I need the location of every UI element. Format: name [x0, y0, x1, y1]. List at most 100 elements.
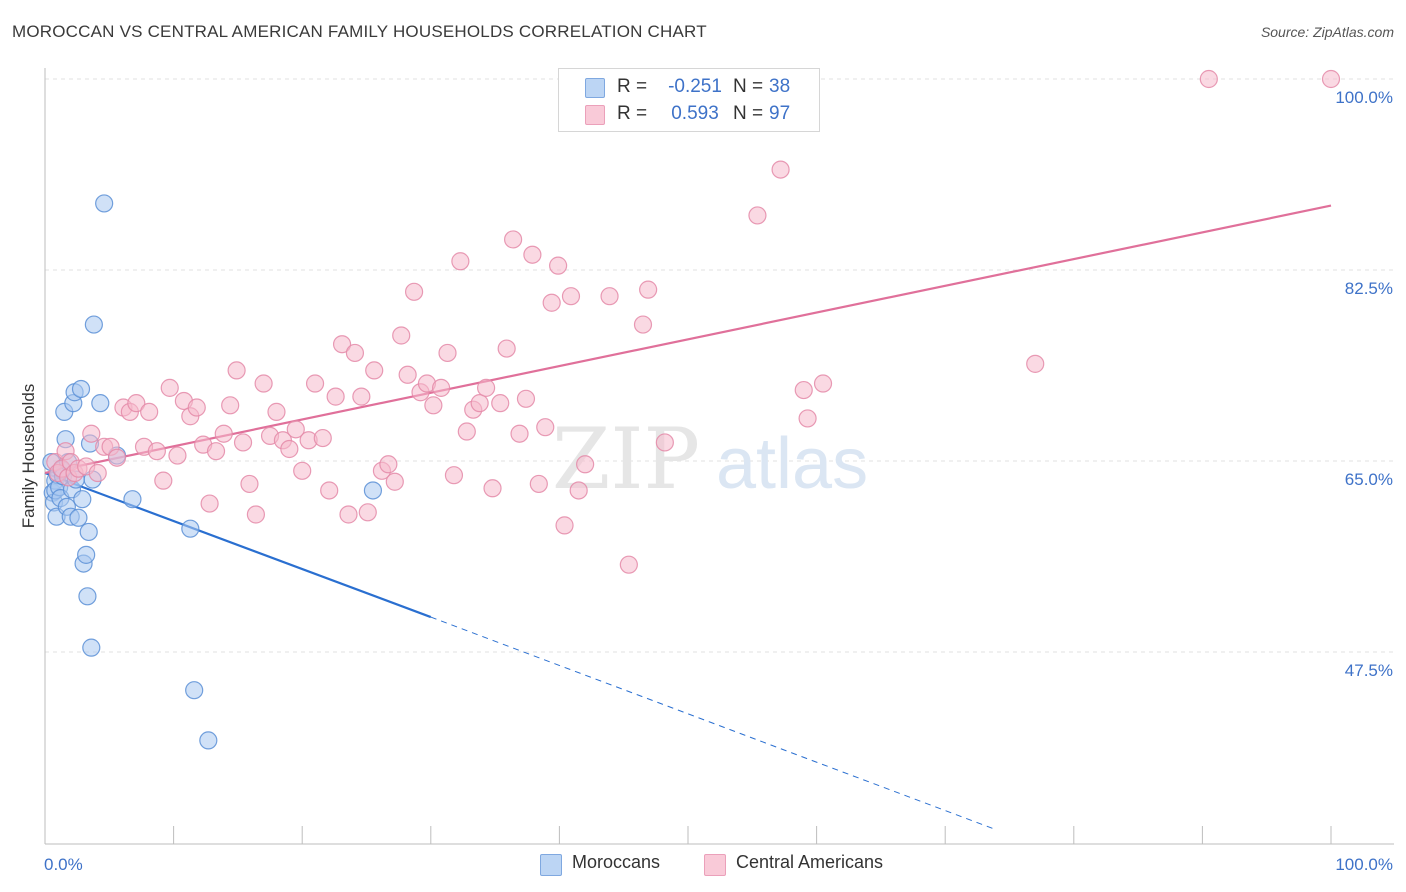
- x-tick-label: 0.0%: [44, 855, 83, 874]
- central-american-point: [555, 516, 574, 535]
- central-american-point: [127, 394, 146, 413]
- central-american-point: [352, 387, 371, 406]
- data-points: [42, 69, 1341, 750]
- central-american-point: [233, 433, 253, 452]
- central-american-point: [470, 394, 489, 413]
- moroccan-point: [77, 545, 96, 564]
- watermark: ZIP atlas: [552, 410, 868, 508]
- moroccan-point: [71, 379, 91, 399]
- central-american-point: [365, 361, 384, 380]
- central-american-point: [523, 245, 542, 264]
- central-american-point: [88, 463, 107, 483]
- central-american-point: [497, 339, 516, 358]
- moroccan-trend-extension: [430, 616, 997, 831]
- watermark-atlas: atlas: [716, 424, 868, 504]
- moroccan-point: [91, 394, 110, 413]
- moroccans-legend-label: Moroccans: [572, 852, 661, 872]
- central-american-point: [639, 280, 658, 299]
- moroccan-point: [73, 490, 92, 509]
- moroccans-swatch: [585, 78, 605, 98]
- central-american-point: [510, 424, 529, 443]
- central-american-point: [305, 374, 325, 393]
- n-value: 38: [769, 76, 791, 97]
- x-tick-label: 100.0%: [1335, 855, 1393, 874]
- central-american-point: [529, 474, 548, 494]
- moroccan-trend-line: [44, 471, 432, 619]
- moroccan-point: [69, 508, 88, 527]
- central-american-point: [431, 378, 451, 397]
- central-american-point: [221, 396, 240, 415]
- central-american-point: [140, 402, 159, 421]
- r-value: 0.593: [671, 103, 719, 124]
- central-american-point: [794, 380, 813, 400]
- central-american-point: [655, 433, 674, 452]
- central-american-point: [254, 374, 273, 393]
- n-label: N =: [733, 76, 764, 97]
- central-american-point: [1199, 69, 1218, 89]
- central-american-point: [798, 409, 817, 428]
- central-american-point: [536, 418, 555, 437]
- central-american-point: [476, 378, 496, 397]
- central-american-point: [504, 230, 523, 249]
- central-american-point: [293, 461, 312, 480]
- central-american-point: [451, 252, 470, 271]
- central-american-point: [313, 428, 332, 448]
- n-label: N =: [733, 103, 764, 124]
- central-american-point: [600, 287, 619, 306]
- moroccan-point: [78, 587, 97, 606]
- moroccan-point: [123, 490, 142, 509]
- central-american-point: [214, 424, 233, 443]
- moroccan-point: [199, 731, 218, 750]
- gridlines: [45, 78, 1394, 653]
- central-american-point: [491, 394, 510, 413]
- central-american-point: [633, 315, 653, 334]
- central-americans-legend-label: Central Americans: [736, 852, 884, 872]
- y-axis-label: Family Households: [19, 384, 38, 529]
- central-american-point: [154, 471, 173, 490]
- chart-title: MOROCCAN VS CENTRAL AMERICAN FAMILY HOUS…: [12, 22, 707, 41]
- moroccan-point: [363, 481, 383, 500]
- central-american-point: [576, 455, 595, 474]
- central-american-point: [1321, 69, 1341, 89]
- central-american-point: [286, 420, 305, 439]
- central-american-point: [379, 455, 398, 474]
- moroccan-point: [82, 638, 101, 657]
- moroccans-legend-swatch: [540, 854, 562, 876]
- central-american-point: [619, 555, 638, 574]
- y-tick-label: 82.5%: [1345, 279, 1393, 298]
- central-american-point: [82, 424, 101, 443]
- central-american-point: [444, 466, 464, 485]
- central-american-point: [404, 282, 424, 301]
- central-american-point: [345, 343, 365, 363]
- central-american-point: [267, 402, 286, 421]
- moroccan-point: [84, 315, 103, 334]
- central-american-point: [771, 160, 790, 179]
- y-tick-label: 47.5%: [1345, 661, 1393, 680]
- central-american-point: [246, 505, 266, 524]
- central-american-point: [339, 505, 358, 524]
- moroccan-point: [95, 194, 114, 213]
- correlation-legend: R = -0.251 N = 38 R = 0.593 N = 97: [558, 68, 820, 132]
- central-american-point: [392, 326, 411, 345]
- r-label: R =: [617, 76, 648, 97]
- central-american-point: [280, 439, 299, 459]
- central-american-point: [206, 442, 226, 461]
- central-american-point: [187, 398, 206, 417]
- central-american-point: [549, 256, 568, 275]
- r-label: R =: [617, 103, 648, 124]
- n-value: 97: [769, 103, 791, 124]
- central-american-point: [358, 503, 377, 522]
- central-american-point: [320, 481, 339, 500]
- central-american-point: [483, 479, 502, 498]
- central-american-point: [240, 474, 259, 494]
- central-american-point: [561, 287, 581, 306]
- central-american-point: [457, 422, 476, 441]
- central-american-point: [1026, 354, 1045, 373]
- central-american-point: [569, 481, 588, 500]
- central-american-point: [516, 389, 536, 408]
- central-american-point: [438, 343, 457, 363]
- central-american-point: [398, 365, 417, 384]
- moroccan-point: [181, 519, 200, 538]
- central-american-point: [748, 206, 767, 225]
